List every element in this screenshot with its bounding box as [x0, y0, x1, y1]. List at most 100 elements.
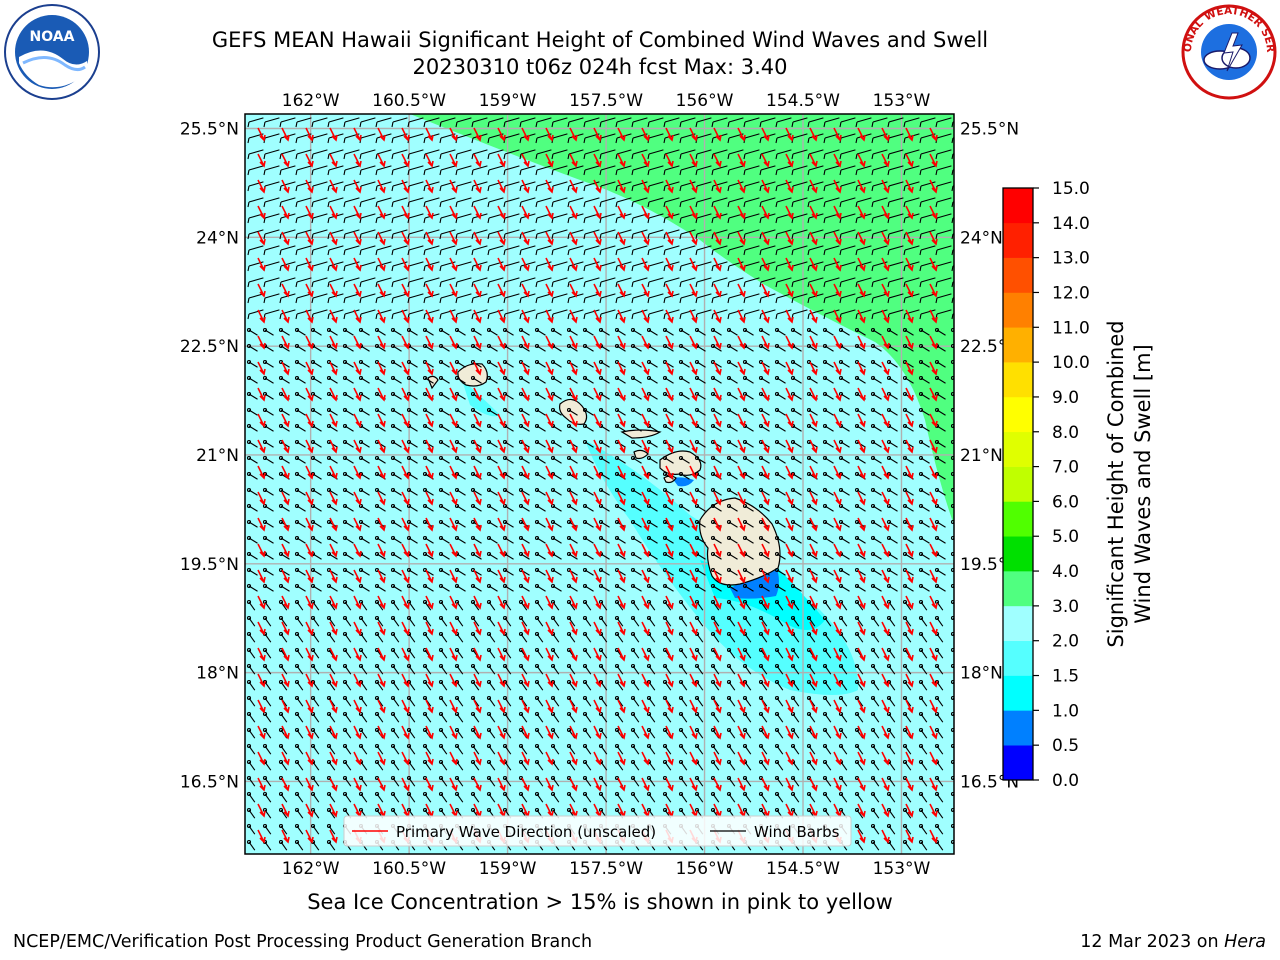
- wave-arrow: [617, 361, 626, 376]
- wave-arrow: [329, 335, 338, 350]
- wind-barb-calm: [774, 391, 780, 397]
- wave-arrow: [353, 725, 362, 740]
- wind-barb-flag: [487, 233, 490, 240]
- wind-barb-flag: [471, 313, 474, 320]
- wind-barb-calm: [534, 599, 540, 605]
- wind-barb-calm: [726, 327, 732, 333]
- wind-barb-calm: [342, 679, 348, 685]
- wind-barb: [408, 309, 424, 315]
- wave-arrow: [257, 595, 266, 610]
- wind-barb-calm: [518, 743, 524, 749]
- wind-barb-calm: [918, 551, 924, 557]
- wave-arrow: [809, 335, 818, 350]
- wind-barb-calm: [294, 695, 300, 701]
- wind-barb-calm: [918, 567, 924, 573]
- wind-barb: [696, 293, 712, 299]
- wind-barb-flag: [423, 217, 426, 224]
- wind-barb-calm: [758, 695, 764, 701]
- wave-arrow: [593, 725, 602, 740]
- wind-barb-flag: [471, 233, 474, 240]
- wind-barb-flag: [471, 153, 474, 160]
- wind-barb-calm: [870, 615, 876, 621]
- wave-arrow: [713, 595, 722, 610]
- wind-barb: [392, 197, 408, 203]
- wind-barb-calm: [358, 647, 364, 653]
- wind-barb: [888, 229, 904, 235]
- wind-barb-calm: [278, 535, 284, 541]
- wind-barb-flag: [247, 121, 250, 128]
- wind-barb-calm: [598, 503, 604, 509]
- wind-barb-flag: [951, 313, 954, 320]
- wind-barb: [600, 197, 616, 203]
- wave-arrow: [593, 751, 602, 766]
- wind-barb-flag: [455, 153, 458, 160]
- wave-arrow: [617, 647, 626, 662]
- wave-arrow: [305, 725, 314, 740]
- wind-barb-flag: [583, 185, 586, 192]
- wave-arrow: [401, 777, 410, 792]
- wave-arrow: [281, 699, 290, 714]
- wind-barb-flag: [711, 169, 714, 176]
- wind-barb-flag: [855, 153, 858, 160]
- wind-barb-flag: [391, 297, 394, 304]
- wind-barb-calm: [438, 615, 444, 621]
- wave-arrow: [881, 777, 890, 792]
- wind-barb-flag: [727, 201, 730, 208]
- wind-barb-calm: [886, 823, 892, 829]
- wind-barb-calm: [598, 727, 604, 733]
- wave-arrow: [881, 413, 890, 428]
- wave-arrow: [401, 413, 410, 428]
- wave-arrow: [377, 387, 386, 402]
- wind-barb-calm: [342, 775, 348, 781]
- wave-arrow: [881, 543, 890, 558]
- wave-arrow: [473, 387, 482, 402]
- wind-barb: [904, 277, 920, 283]
- wind-barb-calm: [726, 439, 732, 445]
- wind-barb-calm: [486, 439, 492, 445]
- wind-barb-calm: [678, 791, 684, 797]
- wind-barb-flag: [807, 153, 810, 160]
- wind-barb-calm: [774, 663, 780, 669]
- wind-barb-calm: [390, 423, 396, 429]
- wind-barb: [296, 117, 312, 123]
- wind-barb: [600, 133, 616, 139]
- wind-barb-calm: [630, 695, 636, 701]
- wind-barb-calm: [694, 519, 700, 525]
- wind-barb-calm: [454, 567, 460, 573]
- wave-arrow: [737, 153, 746, 168]
- wind-barb-calm: [694, 567, 700, 573]
- wind-barb-calm: [838, 359, 844, 365]
- wind-barb-flag: [519, 137, 522, 144]
- wind-barb-calm: [486, 775, 492, 781]
- wind-barb-calm: [358, 455, 364, 461]
- wind-barb-flag: [279, 121, 282, 128]
- wave-arrow: [641, 335, 650, 350]
- wind-barb-calm: [662, 375, 668, 381]
- wind-barb-calm: [694, 727, 700, 733]
- wind-barb-flag: [407, 249, 410, 256]
- wind-barb-calm: [534, 743, 540, 749]
- wind-barb: [792, 165, 808, 171]
- wind-barb-flag: [519, 281, 522, 288]
- wind-barb-calm: [294, 423, 300, 429]
- wind-barb-calm: [806, 695, 812, 701]
- wind-barb: [504, 133, 520, 139]
- wave-arrow: [521, 205, 530, 220]
- wave-arrow: [353, 361, 362, 376]
- wind-barb-flag: [583, 281, 586, 288]
- wave-arrow: [857, 725, 866, 740]
- wave-arrow: [929, 725, 938, 740]
- wind-barb-calm: [310, 791, 316, 797]
- wind-barb-flag: [759, 217, 762, 224]
- wind-barb-calm: [774, 807, 780, 813]
- wind-barb-calm: [358, 487, 364, 493]
- wind-barb: [632, 149, 648, 155]
- wave-arrow: [353, 673, 362, 688]
- wind-barb-flag: [551, 153, 554, 160]
- wind-barb-flag: [903, 217, 906, 224]
- wind-barb-calm: [934, 487, 940, 493]
- wind-barb-calm: [486, 743, 492, 749]
- wind-barb-flag: [343, 153, 346, 160]
- wind-barb: [840, 117, 856, 123]
- wind-barb-flag: [423, 201, 426, 208]
